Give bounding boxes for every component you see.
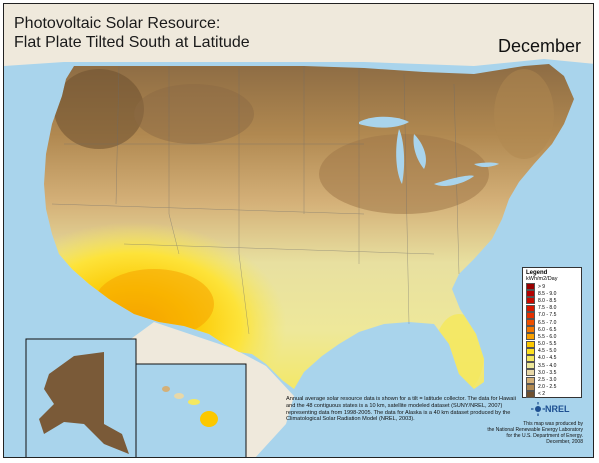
credit-line-3: for the U.S. Department of Energy. [506,433,583,439]
legend-class-label: 3.5 - 4.0 [538,362,557,369]
credit-text: This map was produced by the National Re… [473,421,583,445]
legend-class-row: 5.0 - 5.5 [526,340,578,348]
legend-swatch [526,383,535,391]
contiguous-us [44,64,574,389]
legend-class-row: 7.5 - 8.0 [526,304,578,312]
great-lakes [359,116,499,187]
legend-class-row: > 9 [526,283,578,291]
credit-line-1: This map was produced by [523,421,583,427]
legend-class-row: 5.5 - 6.0 [526,333,578,341]
legend-class-label: 8.0 - 8.5 [538,297,557,304]
legend-class-label: 5.5 - 6.0 [538,333,557,340]
legend: Legend kWh/m2/Day > 9 8.5 - 9.0 8.0 - 8.5 7… [522,267,582,398]
legend-swatch [526,333,535,341]
legend-class-label: 2.5 - 3.0 [538,377,557,384]
legend-class-row: 4.0 - 4.5 [526,354,578,362]
legend-swatch [526,304,535,312]
map-title: Photovoltaic Solar Resource: Flat Plate … [14,14,250,52]
legend-class-row: < 2 [526,390,578,398]
month-label: December [497,36,581,56]
legend-class-row: 8.0 - 8.5 [526,297,578,305]
legend-swatch [526,369,535,377]
nrel-logo: NREL [531,402,581,416]
state-boundaries [51,65,460,335]
legend-title: Legend [526,270,548,276]
hawaii-inset [135,363,247,457]
credit-line-4: December, 2008 [546,439,583,445]
legend-class-label: 7.5 - 8.0 [538,305,557,312]
data-note: Annual average solar resource data is sh… [286,396,516,423]
nrel-logo-text: NREL [545,404,570,414]
legend-swatch [526,311,535,319]
title-line-2: Flat Plate Tilted South at Latitude [14,34,250,51]
legend-class-row: 2.0 - 2.5 [526,383,578,391]
legend-class-row: 6.5 - 7.0 [526,319,578,327]
legend-class-label: 6.5 - 7.0 [538,319,557,326]
legend-class-row: 4.5 - 5.0 [526,347,578,355]
legend-swatch [526,326,535,334]
legend-class-row: 3.5 - 4.0 [526,362,578,370]
legend-class-label: 5.0 - 5.5 [538,341,557,348]
legend-swatch [526,362,535,370]
legend-units: kWh/m2/Day [526,276,558,282]
legend-swatch [526,319,535,327]
legend-class-row: 3.0 - 3.5 [526,369,578,377]
legend-class-label: 6.0 - 6.5 [538,326,557,333]
legend-class-label: 8.5 - 9.0 [538,290,557,297]
legend-class-row: 8.5 - 9.0 [526,290,578,298]
legend-swatch [526,376,535,384]
legend-class-label: > 9 [538,283,546,290]
legend-swatch [526,283,535,291]
legend-swatch [526,340,535,348]
map-frame: Photovoltaic Solar Resource: Flat Plate … [3,3,594,458]
legend-class-row: 2.5 - 3.0 [526,376,578,384]
legend-class-label: 4.5 - 5.0 [538,348,557,355]
legend-class-row: 6.0 - 6.5 [526,326,578,334]
nrel-sun-icon [531,402,545,416]
legend-class-label: 2.0 - 2.5 [538,384,557,391]
legend-class-label: 4.0 - 4.5 [538,355,557,362]
legend-swatch [526,297,535,305]
legend-classes: > 9 8.5 - 9.0 8.0 - 8.5 7.5 - 8.0 7.0 - 7.5 6… [526,283,578,398]
legend-class-label: 3.0 - 3.5 [538,369,557,376]
solar-resource-map [4,4,593,457]
legend-class-row: 7.0 - 7.5 [526,311,578,319]
credit-line-2: the National Renewable Energy Laboratory [487,427,583,433]
alaska-inset [25,338,137,457]
title-line-1: Photovoltaic Solar Resource: [14,15,221,32]
legend-swatch [526,354,535,362]
canada-land [4,4,593,66]
legend-swatch [526,290,535,298]
legend-class-label: 7.0 - 7.5 [538,312,557,319]
legend-swatch [526,390,535,398]
legend-swatch [526,347,535,355]
legend-class-label: < 2 [538,391,546,398]
